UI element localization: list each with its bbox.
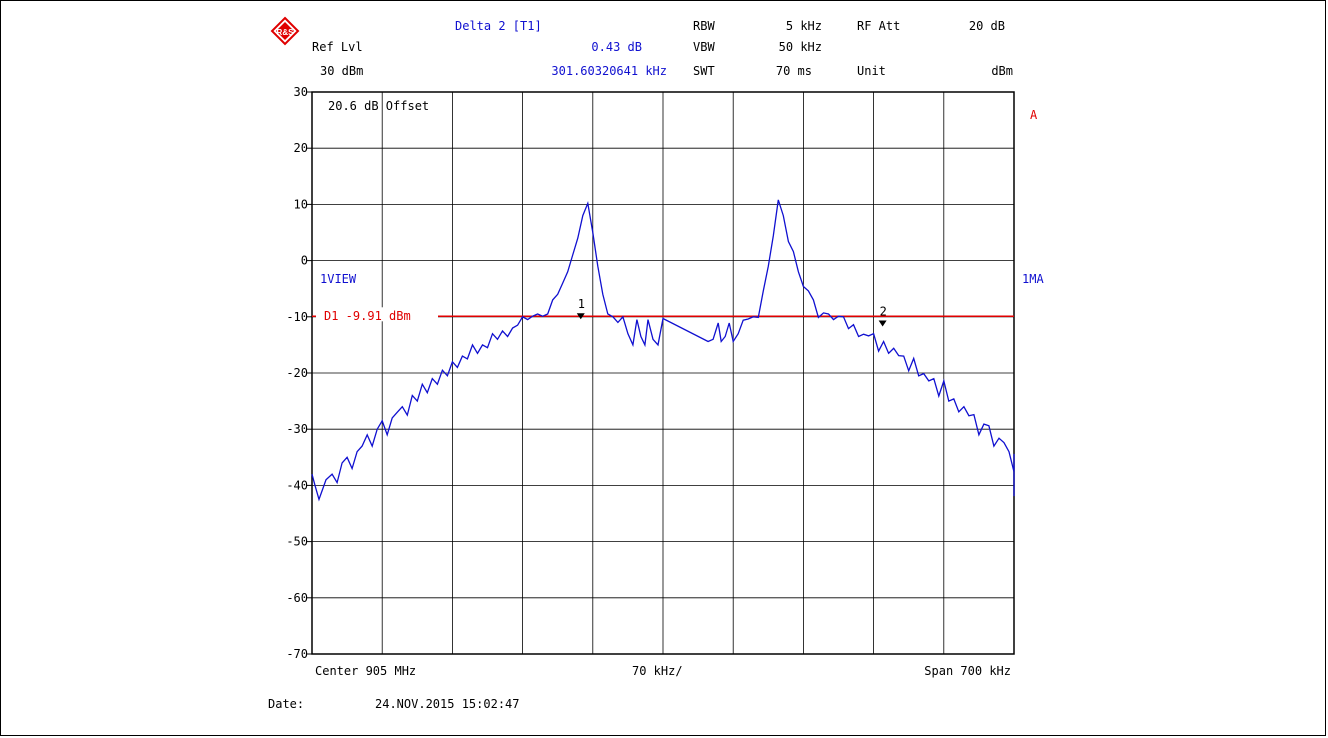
- y-tick-label: -60: [286, 591, 308, 605]
- rf-att-value: 20 dB: [969, 19, 1005, 33]
- y-tick-label: -20: [286, 366, 308, 380]
- trace-mode: 1MA: [1022, 272, 1044, 286]
- y-tick-label: 30: [294, 85, 308, 99]
- trace-line: [311, 199, 1015, 502]
- y-tick-label: 20: [294, 141, 308, 155]
- y-tick-label: -30: [286, 422, 308, 436]
- rs-logo-icon: R&S: [270, 16, 300, 46]
- marker-2-label: 2: [880, 305, 887, 319]
- rbw-label: RBW: [693, 19, 715, 33]
- svg-text:R&S: R&S: [277, 28, 295, 37]
- marker-1-label: 1: [578, 297, 585, 311]
- y-tick-label: -10: [286, 310, 308, 324]
- marker-title: Delta 2 [T1]: [455, 19, 542, 33]
- date-value: 24.NOV.2015 15:02:47: [375, 697, 520, 711]
- marker-frequency: 301.60320641 kHz: [551, 64, 667, 78]
- swt-value: 70 ms: [776, 64, 812, 78]
- trace-flag: A: [1030, 108, 1038, 122]
- y-tick-labels: 30 20 10 0 -10 -20 -30 -40 -50 -60 -70: [286, 85, 308, 661]
- y-tick-label: 10: [294, 197, 308, 211]
- marker-1-symbol: [576, 313, 585, 320]
- display-line-label: D1 -9.91 dBm: [324, 309, 411, 323]
- markers: 12: [576, 297, 887, 327]
- date-label: Date:: [268, 697, 304, 711]
- unit-value: dBm: [991, 64, 1013, 78]
- ref-lvl-value: 30 dBm: [320, 64, 363, 78]
- ref-lvl-label: Ref Lvl: [312, 40, 363, 54]
- unit-label: Unit: [857, 64, 886, 78]
- rbw-value: 5 kHz: [786, 19, 822, 33]
- swt-label: SWT: [693, 64, 715, 78]
- view-label: 1VIEW: [320, 272, 357, 286]
- y-tick-label: -70: [286, 647, 308, 661]
- center-frequency: Center 905 MHz: [315, 664, 416, 678]
- vbw-value: 50 kHz: [779, 40, 822, 54]
- marker-2-symbol: [878, 320, 887, 327]
- y-tick-label: 0: [301, 254, 308, 268]
- y-tick-label: -40: [286, 478, 308, 492]
- y-tick-label: -50: [286, 535, 308, 549]
- marker-level: 0.43 dB: [591, 40, 642, 54]
- vbw-label: VBW: [693, 40, 715, 54]
- display-line-label-group: D1 -9.91 dBm: [316, 307, 438, 323]
- offset-label: 20.6 dB Offset: [328, 99, 429, 113]
- plot-grid: [306, 91, 1015, 655]
- span-label: Span 700 kHz: [924, 664, 1011, 678]
- rf-att-label: RF Att: [857, 19, 900, 33]
- per-division: 70 kHz/: [632, 664, 683, 678]
